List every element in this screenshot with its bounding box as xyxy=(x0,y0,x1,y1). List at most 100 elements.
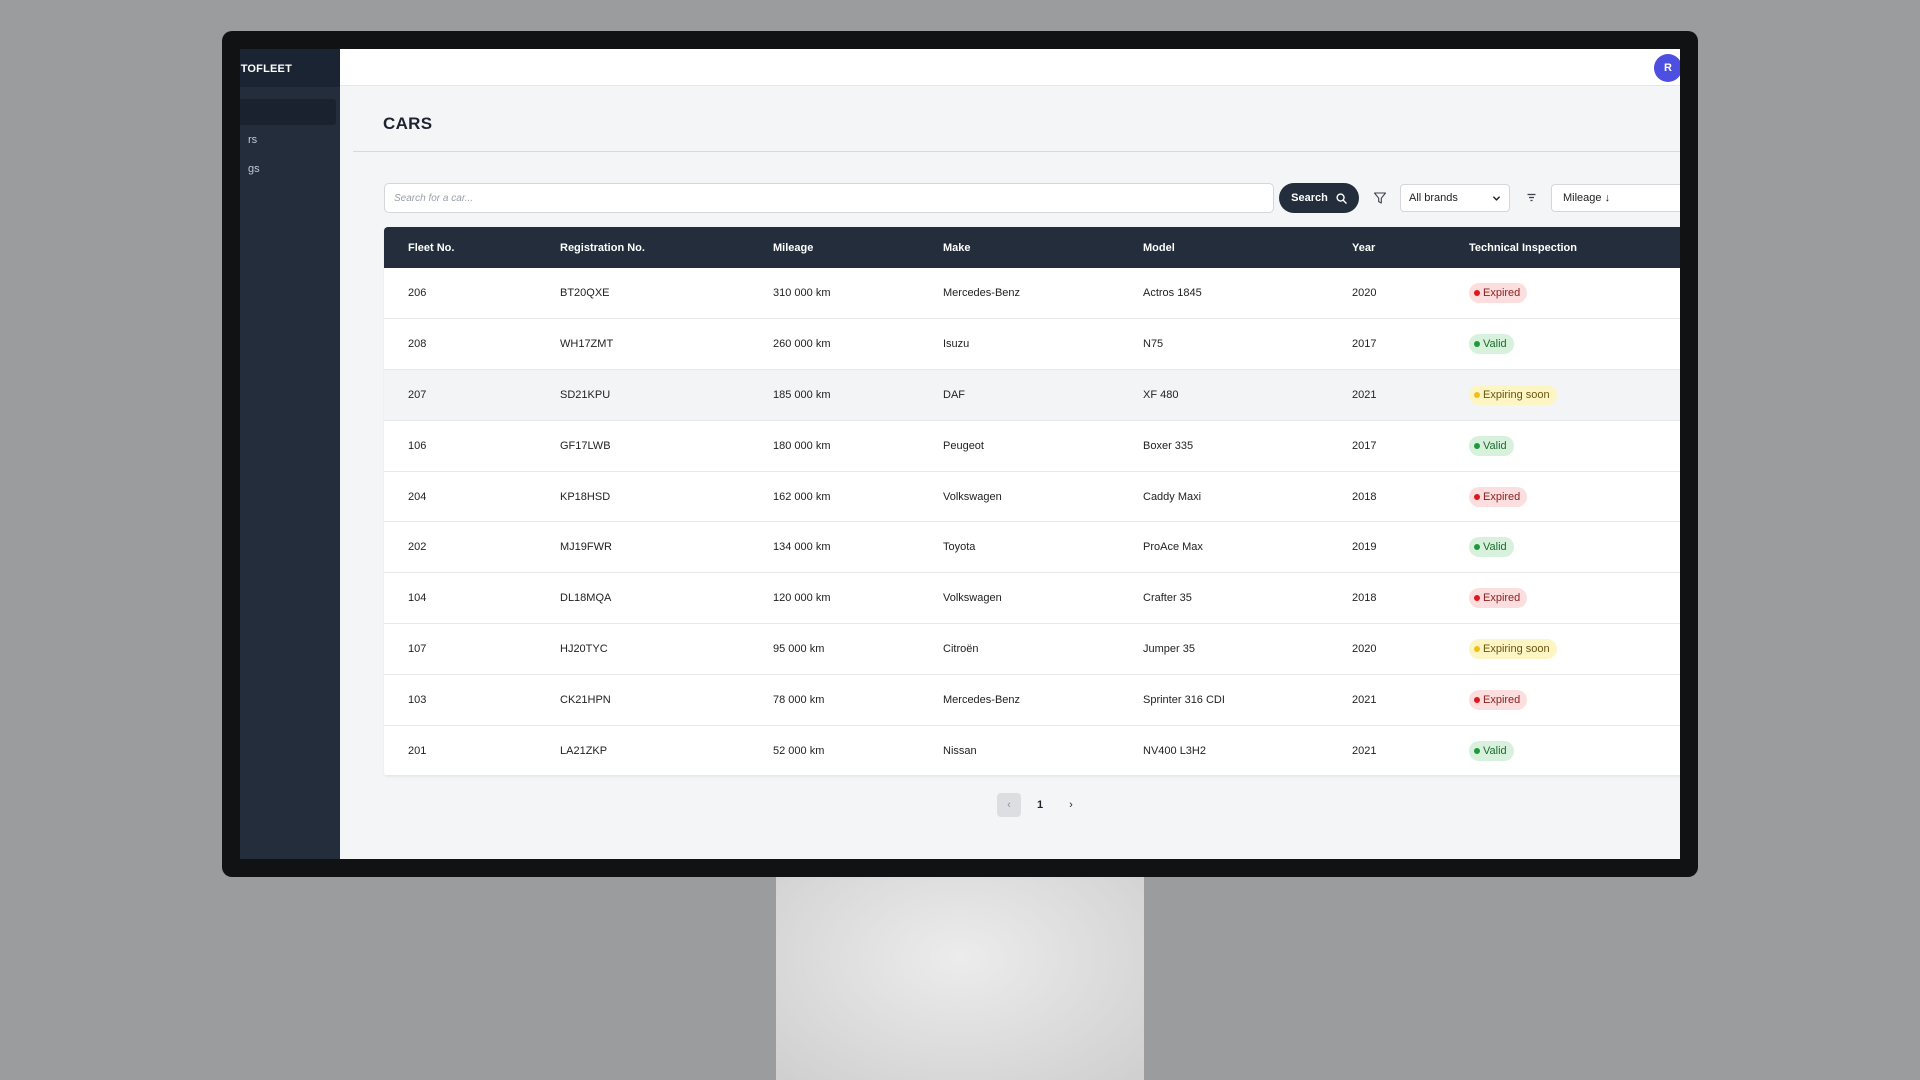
mileage-cell: 162 000 km xyxy=(773,490,831,503)
status-dot-icon xyxy=(1474,544,1480,551)
table-row[interactable]: 208 WH17ZMT 260 000 km Isuzu N75 2017 Valid xyxy=(384,319,1680,370)
make-cell: Toyota xyxy=(943,541,976,554)
mileage-cell: 52 000 km xyxy=(773,744,825,757)
year-cell: 2021 xyxy=(1352,693,1377,706)
sort-select-value: Mileage ↓ xyxy=(1563,192,1611,204)
sort-icon[interactable] xyxy=(1526,192,1537,203)
brand-select[interactable]: All brands xyxy=(1400,184,1510,212)
search-input[interactable] xyxy=(384,183,1274,213)
pagination-page-1[interactable]: 1 xyxy=(1036,799,1044,811)
column-header-make[interactable]: Make xyxy=(943,241,971,254)
status-badge-label: Expiring soon xyxy=(1483,642,1550,655)
fleet-no-cell: 103 xyxy=(408,693,427,706)
registration-cell: WH17ZMT xyxy=(560,338,614,351)
app-screen: UTOFLEET rs gs R CARS Search All br xyxy=(240,49,1680,859)
chevron-down-icon xyxy=(1493,195,1500,201)
sidebar: UTOFLEET rs gs xyxy=(240,49,340,859)
search-icon xyxy=(1336,192,1347,204)
pagination-prev-button[interactable]: ‹ xyxy=(997,793,1021,817)
mileage-cell: 95 000 km xyxy=(773,642,825,655)
status-badge: Valid xyxy=(1469,740,1514,761)
fleet-no-cell: 208 xyxy=(408,338,427,351)
model-cell: Crafter 35 xyxy=(1143,592,1192,605)
year-cell: 2018 xyxy=(1352,490,1377,503)
inspection-cell: Valid xyxy=(1445,522,1680,573)
column-header-fleet-no[interactable]: Fleet No. xyxy=(408,241,455,254)
sidebar-item-cars[interactable]: rs xyxy=(240,127,336,153)
user-avatar[interactable]: R xyxy=(1654,54,1680,82)
status-badge-label: Valid xyxy=(1483,541,1507,554)
column-header-technical-inspection[interactable]: Technical Inspection xyxy=(1469,241,1577,254)
year-cell: 2019 xyxy=(1352,541,1377,554)
make-cell: DAF xyxy=(943,388,965,401)
table-row[interactable]: 202 MJ19FWR 134 000 km Toyota ProAce Max 2019… xyxy=(384,522,1680,573)
fleet-no-cell: 207 xyxy=(408,388,427,401)
inspection-cell: Expired xyxy=(1445,674,1680,725)
status-dot-icon xyxy=(1474,696,1480,703)
make-cell: Mercedes-Benz xyxy=(943,693,1021,706)
status-badge-label: Expired xyxy=(1483,592,1521,605)
table-row[interactable]: 107 HJ20TYC 95 000 km Citroën Jumper 35 2020 E… xyxy=(384,624,1680,675)
table-row[interactable]: 106 GF17LWB 180 000 km Peugeot Boxer 335 2017… xyxy=(384,420,1680,472)
year-cell: 2021 xyxy=(1352,744,1377,757)
year-cell: 2021 xyxy=(1352,388,1377,401)
sidebar-brand: UTOFLEET xyxy=(240,49,340,87)
table-header-row: Fleet No. Registration No. Mileage Make … xyxy=(384,227,1680,268)
status-dot-icon xyxy=(1474,290,1480,297)
make-cell: Nissan xyxy=(943,744,977,757)
make-cell: Mercedes-Benz xyxy=(943,287,1021,300)
status-badge: Expired xyxy=(1469,689,1528,710)
status-dot-icon xyxy=(1474,645,1480,652)
fleet-no-cell: 206 xyxy=(408,287,427,300)
fleet-no-cell: 202 xyxy=(408,541,427,554)
status-badge: Valid xyxy=(1469,435,1514,456)
main-content: R CARS Search All brands Mileag xyxy=(340,49,1680,859)
year-cell: 2017 xyxy=(1352,338,1377,351)
table-row[interactable]: 201 LA21ZKP 52 000 km Nissan NV400 L3H2 2021 V… xyxy=(384,725,1680,776)
inspection-cell: Valid xyxy=(1445,319,1680,370)
status-badge-label: Valid xyxy=(1483,338,1507,351)
sidebar-item-settings[interactable]: gs xyxy=(240,156,336,182)
make-cell: Volkswagen xyxy=(943,592,1002,605)
column-header-year[interactable]: Year xyxy=(1352,241,1376,254)
mileage-cell: 134 000 km xyxy=(773,541,831,554)
status-badge: Expired xyxy=(1469,486,1528,507)
table-row[interactable]: 104 DL18MQA 120 000 km Volkswagen Crafter 35… xyxy=(384,573,1680,624)
mileage-cell: 310 000 km xyxy=(773,287,831,300)
page-title: CARS xyxy=(383,114,433,133)
pagination-next-button[interactable]: › xyxy=(1069,799,1073,811)
search-button[interactable]: Search xyxy=(1279,183,1359,213)
column-header-registration-no[interactable]: Registration No. xyxy=(560,241,645,254)
model-cell: Sprinter 316 CDI xyxy=(1143,693,1225,706)
fleet-no-cell: 204 xyxy=(408,490,427,503)
inspection-cell: Expired xyxy=(1445,268,1680,319)
filter-icon[interactable] xyxy=(1373,191,1387,205)
make-cell: Isuzu xyxy=(943,338,970,351)
table-row[interactable]: 103 CK21HPN 78 000 km Mercedes-Benz Sprinter… xyxy=(384,674,1680,726)
fleet-no-cell: 107 xyxy=(408,642,427,655)
status-dot-icon xyxy=(1474,493,1480,500)
mileage-cell: 180 000 km xyxy=(773,439,831,452)
model-cell: Boxer 335 xyxy=(1143,439,1194,452)
table-row[interactable]: 204 KP18HSD 162 000 km Volkswagen Caddy Maxi… xyxy=(384,471,1680,522)
fleet-no-cell: 104 xyxy=(408,592,427,605)
status-dot-icon xyxy=(1474,391,1480,398)
inspection-cell: Valid xyxy=(1445,420,1680,471)
registration-cell: MJ19FWR xyxy=(560,541,612,554)
search-button-label: Search xyxy=(1291,192,1328,204)
model-cell: NV400 L3H2 xyxy=(1143,744,1206,757)
year-cell: 2020 xyxy=(1352,642,1377,655)
sidebar-item-active[interactable] xyxy=(240,99,336,125)
mileage-cell: 260 000 km xyxy=(773,338,831,351)
registration-cell: HJ20TYC xyxy=(560,642,608,655)
registration-cell: CK21HPN xyxy=(560,693,611,706)
table-row[interactable]: 207 SD21KPU 185 000 km DAF XF 480 2021 Expirin… xyxy=(384,369,1680,421)
column-header-model[interactable]: Model xyxy=(1143,241,1175,254)
sort-select[interactable]: Mileage ↓ xyxy=(1551,184,1680,212)
registration-cell: SD21KPU xyxy=(560,388,611,401)
table-row[interactable]: 206 BT20QXE 310 000 km Mercedes-Benz Actros … xyxy=(384,268,1680,319)
top-bar: R xyxy=(340,49,1680,86)
status-badge: Expiring soon xyxy=(1469,638,1557,659)
mileage-cell: 78 000 km xyxy=(773,693,825,706)
column-header-mileage[interactable]: Mileage xyxy=(773,241,814,254)
